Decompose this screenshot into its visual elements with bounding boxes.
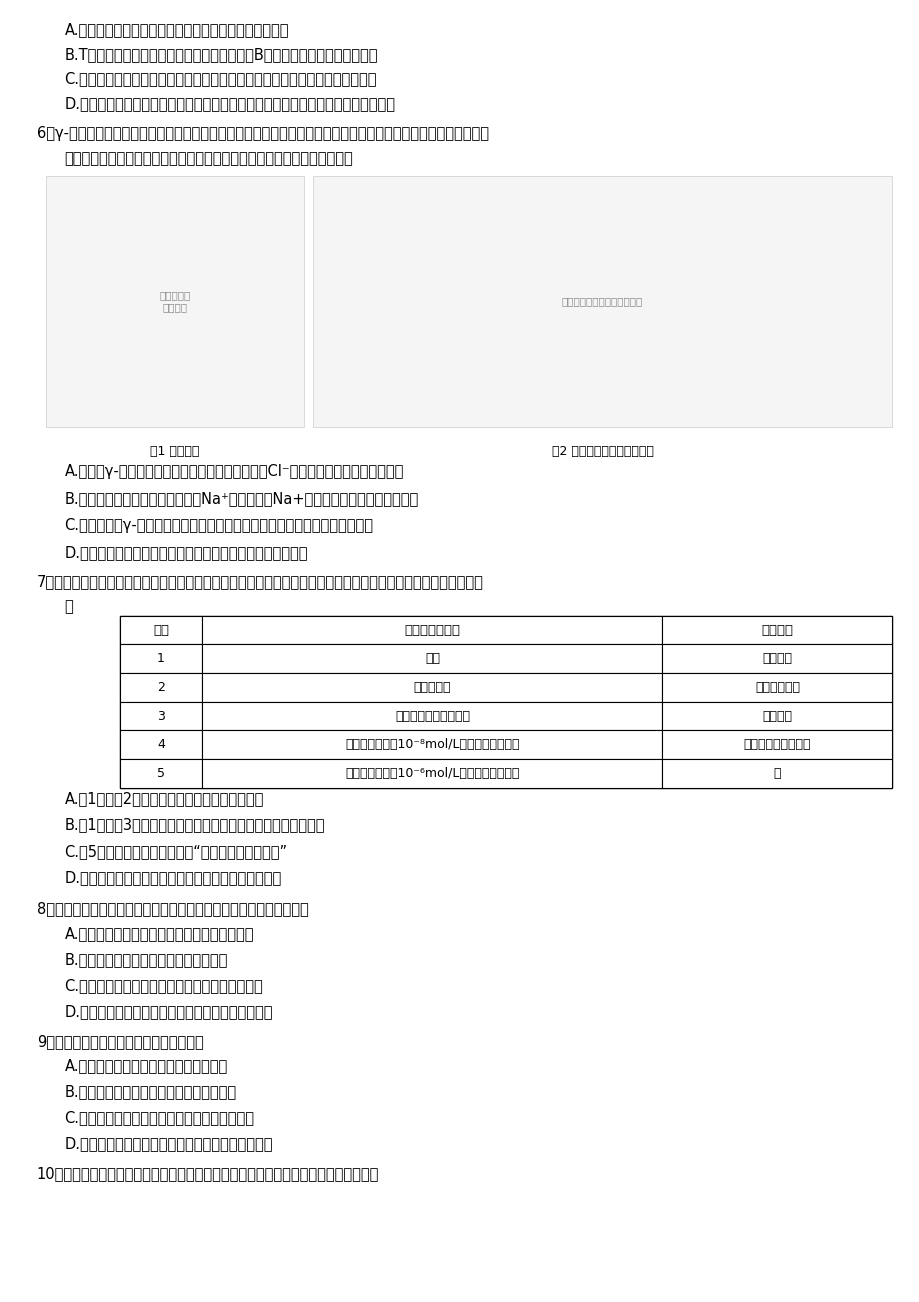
Bar [119,702,202,730]
Bar [119,616,202,644]
Text: 对根的处理方式: 对根的处理方式 [404,624,460,637]
Text: 3: 3 [157,710,165,723]
Text: A.若分泌信号物质是小肠黏膜细胞，则靶细胞是胰腺细胞: A.若分泌信号物质是小肠黏膜细胞，则靶细胞是胰腺细胞 [64,22,289,38]
Text: 是: 是 [64,599,74,615]
Bar [202,616,662,644]
Text: 向贴琼脂块一侧生长: 向贴琼脂块一侧生长 [743,738,811,751]
FancyBboxPatch shape [312,176,891,427]
Text: 竖直生长: 竖直生长 [762,652,791,665]
Text: B.图二中局部药作用于突触后膜的Na⁺通道，阻碍Na+内流，抑制突触后膜产生兴奋: B.图二中局部药作用于突触后膜的Na⁺通道，阻碍Na+内流，抑制突触后膜产生兴奋 [64,491,418,506]
Text: B.T细胞产生的淋巴因子作为信号物质可作用于B细胞，可以促使其增殖和分化: B.T细胞产生的淋巴因子作为信号物质可作用于B细胞，可以促使其增殖和分化 [64,47,378,62]
Text: C.局部麻药和γ-氨基丁酸的作用效果和作用机理一致，都属于抑制性神经递质: C.局部麻药和γ-氨基丁酸的作用效果和作用机理一致，都属于抑制性神经递质 [64,518,373,534]
Text: C.若信号物质的受体分布于细胞膜上，体现了细胞膜参与细胞间信息交流的作用: C.若信号物质的受体分布于细胞膜上，体现了细胞膜参与细胞间信息交流的作用 [64,72,377,87]
Text: （局部麻药作用机理示意图）: （局部麻药作用机理示意图） [562,297,642,306]
Text: A.图一中γ-氨基丁酸与突触后膜的受体结合，促进Cl⁻内流，抑制突触后膜产生兴奋: A.图一中γ-氨基丁酸与突触后膜的受体结合，促进Cl⁻内流，抑制突触后膜产生兴奋 [64,464,403,479]
Bar [662,616,891,644]
Bar [119,759,202,788]
Bar [662,702,891,730]
Text: 5: 5 [157,767,165,780]
Text: 竖直生长: 竖直生长 [762,710,791,723]
Text: 黑暗: 黑暗 [425,652,439,665]
Bar [202,644,662,673]
Bar [119,616,891,788]
Text: 黑暗（一侧贴琼脂块）: 黑暗（一侧贴琼脂块） [394,710,470,723]
Bar [202,730,662,759]
Text: 背光弯曲生长: 背光弯曲生长 [754,681,799,694]
Text: 黑暗（一侧贴含10⁻⁶mol/L生长素的琼脂块）: 黑暗（一侧贴含10⁻⁶mol/L生长素的琼脂块） [345,767,519,780]
FancyBboxPatch shape [46,176,303,427]
Text: 9．下列有关种群和群落的叙述，正确的是: 9．下列有关种群和群落的叙述，正确的是 [37,1034,203,1049]
Text: 图2 某种局部麻药的作用机理: 图2 某种局部麻药的作用机理 [551,445,652,458]
Text: 4: 4 [157,738,165,751]
Text: ？: ？ [773,767,780,780]
Text: D.若分泌信号物质的是传入神经细胞，信号物质可使肌肉或腺体细胞发生膜电位变化: D.若分泌信号物质的是传入神经细胞，信号物质可使肌肉或腺体细胞发生膜电位变化 [64,96,395,112]
Text: 1: 1 [157,652,165,665]
Text: 6．γ-氨基丁酸和某种局部麻醉药在神经兴奋传递过程中的作用机理如下图所示。此种局部麻药单独使用时不能通过: 6．γ-氨基丁酸和某种局部麻醉药在神经兴奋传递过程中的作用机理如下图所示。此种局… [37,126,488,142]
Text: （神经突触
示意图）: （神经突触 示意图） [159,290,190,312]
Bar [119,730,202,759]
Text: 10．图一表示某生态系统的食物网，甲～庚代表不同的生物。下列有关叙述中正确的是: 10．图一表示某生态系统的食物网，甲～庚代表不同的生物。下列有关叙述中正确的是 [37,1167,379,1182]
Text: 组别: 组别 [153,624,169,637]
Bar [202,673,662,702]
Text: 2: 2 [157,681,165,694]
Text: D.根尖背光弯曲生长说明生长素对根尖生长有抑制作用: D.根尖背光弯曲生长说明生长素对根尖生长有抑制作用 [64,870,281,885]
Text: 图1 神经突触: 图1 神经突触 [150,445,199,458]
Text: D.图一中突触小泡的形成与高尔基体有关，并胞吐的形式释放: D.图一中突触小泡的形成与高尔基体有关，并胞吐的形式释放 [64,546,308,561]
Text: 黑暗（一侧贴含10⁻⁸mol/L生长素的琼脂块）: 黑暗（一侧贴含10⁻⁸mol/L生长素的琼脂块） [345,738,519,751]
Bar [119,673,202,702]
Bar [202,702,662,730]
Text: 单侧光照射: 单侧光照射 [414,681,450,694]
Text: A.种群和群落都具有典型的垂直分层现象: A.种群和群落都具有典型的垂直分层现象 [64,1059,227,1074]
Text: A.利用人工合成的性引诱剂引诱雌虫并将其杀死: A.利用人工合成的性引诱剂引诱雌虫并将其杀死 [64,926,254,941]
Text: 生长状况: 生长状况 [761,624,792,637]
Text: C.用一定浓度的生长素对尚未成熟的香蕉进行催熟: C.用一定浓度的生长素对尚未成熟的香蕉进行催熟 [64,978,263,993]
Text: D.林业用材时为了获得更高的树木常要去除顶端优势: D.林业用材时为了获得更高的树木常要去除顶端优势 [64,1004,273,1019]
Text: C.种群密度能够准确地反映种群数量变化的趋势: C.种群密度能够准确地反映种群数量变化的趋势 [64,1111,255,1126]
Text: B.给鱼注射促性腺激素来提高鱼类产卵率: B.给鱼注射促性腺激素来提高鱼类产卵率 [64,952,228,967]
Text: 细胞膜，如与辣椒素同时注射才会发生如图所示效果。下列分析不正确的是: 细胞膜，如与辣椒素同时注射才会发生如图所示效果。下列分析不正确的是 [64,151,353,167]
Bar [662,759,891,788]
Text: A.第1组与第2组说明单侧光照引起根具有背光性: A.第1组与第2组说明单侧光照引起根具有背光性 [64,792,264,807]
Bar [662,730,891,759]
Bar [662,673,891,702]
Text: 7．科研人员为探究生长素对根尖生长的影响，以琼脂块和水稻根尖为材料进行了如下实验。下列有关叙述不正确的: 7．科研人员为探究生长素对根尖生长的影响，以琼脂块和水稻根尖为材料进行了如下实验… [37,574,483,590]
Text: B.常用取样器取样的方法研究种群的丰富度: B.常用取样器取样的方法研究种群的丰富度 [64,1085,236,1100]
Text: D.群落中两个物种之间可能存在一种以上的种间关系: D.群落中两个物种之间可能存在一种以上的种间关系 [64,1137,273,1152]
Text: B.第1组和第3组实验的目的是确定琼脂块本身对根尖生长无影响: B.第1组和第3组实验的目的是确定琼脂块本身对根尖生长无影响 [64,818,324,833]
Bar [662,644,891,673]
Text: C.第5组根尖的生长状况应该是“向贴琼脂块一侧生长”: C.第5组根尖的生长状况应该是“向贴琼脂块一侧生长” [64,844,288,859]
Bar [119,644,202,673]
Text: 8．下列关于动、植物激素及其类似物在生产中应用的叙述，正确的是: 8．下列关于动、植物激素及其类似物在生产中应用的叙述，正确的是 [37,901,308,917]
Bar [202,759,662,788]
